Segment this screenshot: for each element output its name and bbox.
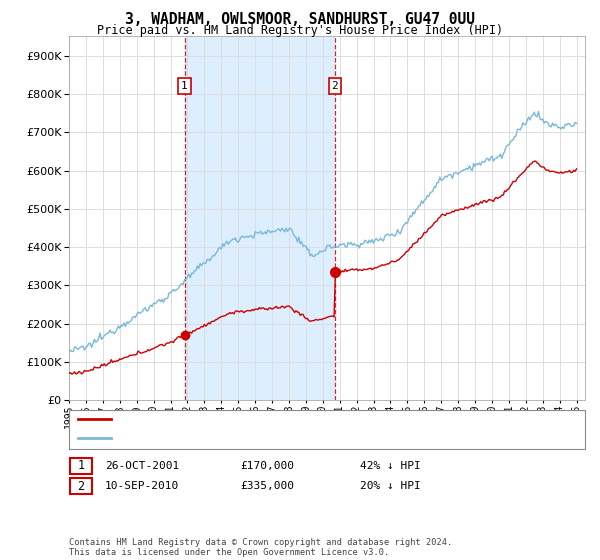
Text: 20% ↓ HPI: 20% ↓ HPI <box>360 481 421 491</box>
Text: 10-SEP-2010: 10-SEP-2010 <box>105 481 179 491</box>
Text: 3, WADHAM, OWLSMOOR, SANDHURST, GU47 0UU: 3, WADHAM, OWLSMOOR, SANDHURST, GU47 0UU <box>125 12 475 27</box>
Text: 42% ↓ HPI: 42% ↓ HPI <box>360 461 421 471</box>
Text: 1: 1 <box>77 459 85 473</box>
Text: Price paid vs. HM Land Registry's House Price Index (HPI): Price paid vs. HM Land Registry's House … <box>97 24 503 37</box>
Text: 2: 2 <box>331 81 338 91</box>
Text: Contains HM Land Registry data © Crown copyright and database right 2024.
This d: Contains HM Land Registry data © Crown c… <box>69 538 452 557</box>
Text: 3, WADHAM, OWLSMOOR, SANDHURST, GU47 0UU (detached house): 3, WADHAM, OWLSMOOR, SANDHURST, GU47 0UU… <box>117 414 459 424</box>
Text: 26-OCT-2001: 26-OCT-2001 <box>105 461 179 471</box>
Bar <box>185 36 335 400</box>
Text: HPI: Average price, detached house, Bracknell Forest: HPI: Average price, detached house, Brac… <box>117 433 429 444</box>
Text: 1: 1 <box>181 81 188 91</box>
Text: £335,000: £335,000 <box>240 481 294 491</box>
Text: £170,000: £170,000 <box>240 461 294 471</box>
Text: 2: 2 <box>77 479 85 493</box>
